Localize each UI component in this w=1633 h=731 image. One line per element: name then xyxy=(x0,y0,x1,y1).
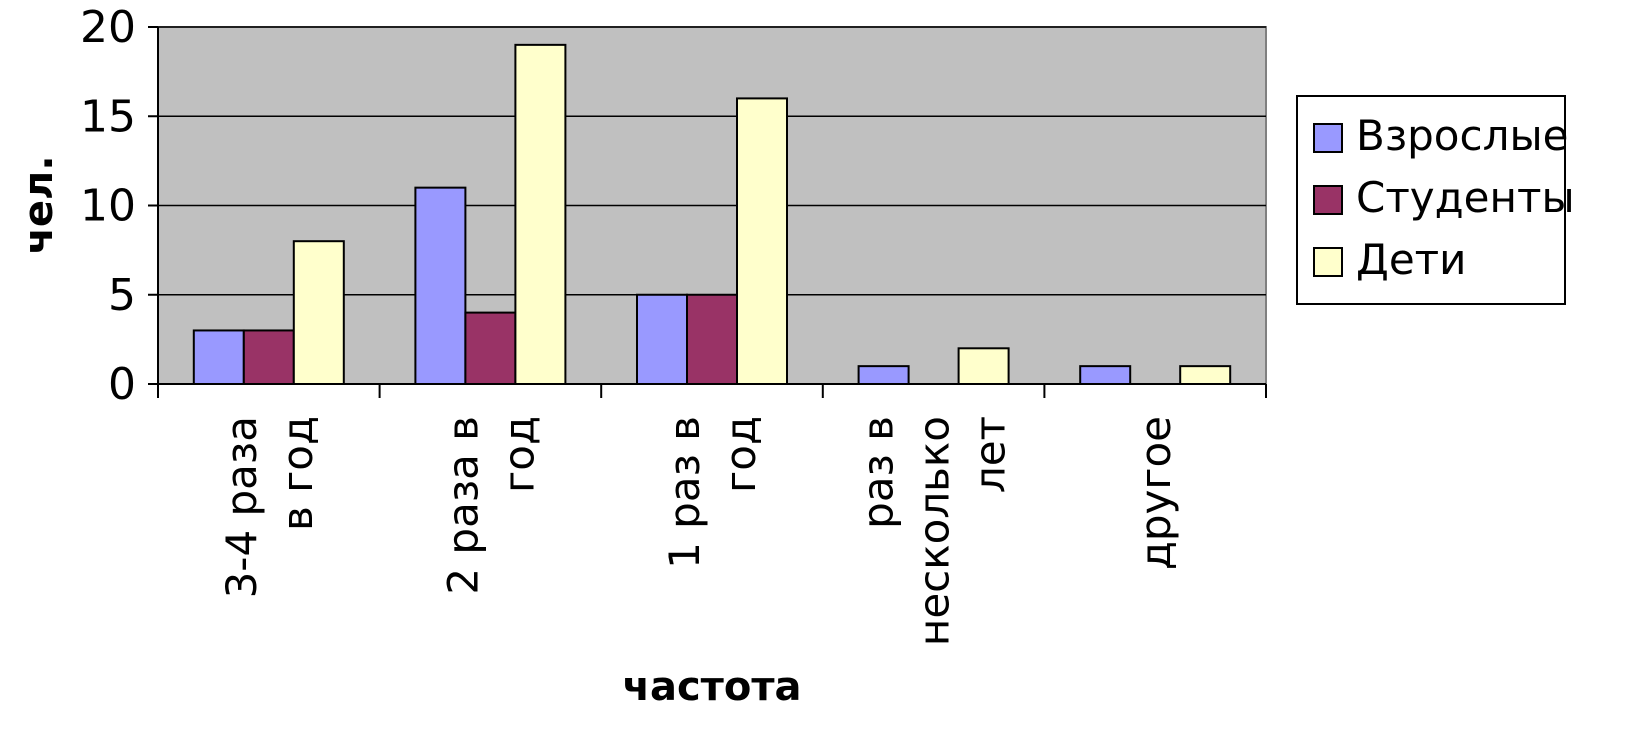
legend-swatch xyxy=(1313,185,1343,215)
legend-label: Дети xyxy=(1356,235,1466,284)
x-category-label: год xyxy=(716,416,765,493)
y-tick-label: 15 xyxy=(80,91,136,142)
x-category-label: несколько xyxy=(910,416,959,646)
bar-Дети xyxy=(736,97,788,386)
x-category-label: год xyxy=(494,416,543,493)
y-axis-title: чел. xyxy=(16,155,62,254)
legend-label: Взрослые xyxy=(1356,111,1568,160)
y-tick-label: 10 xyxy=(80,181,136,232)
bar-Взрослые xyxy=(192,329,245,386)
y-tick-label: 0 xyxy=(108,359,136,410)
bar-Взрослые xyxy=(1079,365,1132,385)
x-category-label: в год xyxy=(273,416,322,531)
axes xyxy=(148,26,1267,398)
x-category-label: 2 раза в xyxy=(438,416,487,595)
bar-Взрослые xyxy=(636,293,688,385)
x-category-label: лет xyxy=(966,416,1015,493)
legend: Взрослые Студенты Дети xyxy=(1296,95,1575,305)
bar-Взрослые xyxy=(857,365,910,385)
bar-Студенты xyxy=(242,329,295,386)
x-category-label: 1 раз в xyxy=(660,416,709,569)
bars xyxy=(192,43,1232,386)
y-tick-label: 20 xyxy=(80,2,136,53)
bar-Дети xyxy=(1179,365,1232,385)
y-tick-labels: 0 5 10 15 20 xyxy=(80,2,136,410)
bar-Дети xyxy=(514,43,567,385)
legend-items: Взрослые Студенты Дети xyxy=(1313,111,1575,284)
x-axis-title: частота xyxy=(622,664,801,710)
bar-Дети xyxy=(292,240,345,385)
bar-Студенты xyxy=(464,311,517,386)
bar-Взрослые xyxy=(414,186,467,385)
bar-Дети xyxy=(957,347,1010,385)
x-category-label: 3-4 раза xyxy=(217,416,266,598)
legend-swatch xyxy=(1313,247,1343,277)
legend-swatch xyxy=(1313,123,1343,153)
x-category-label: другое xyxy=(1131,416,1180,570)
bar-Студенты xyxy=(686,293,738,385)
legend-label: Студенты xyxy=(1356,173,1575,222)
y-tick-label: 5 xyxy=(108,270,136,321)
x-category-label: раз в xyxy=(854,416,903,529)
